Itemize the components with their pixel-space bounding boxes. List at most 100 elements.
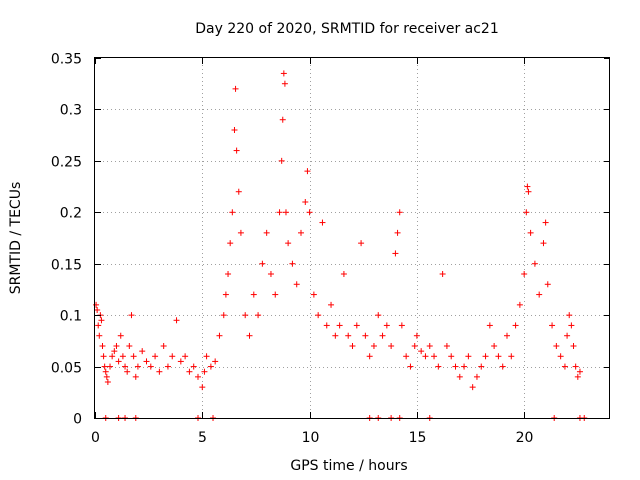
data-point [130, 353, 137, 360]
data-point [486, 322, 493, 329]
data-point [281, 80, 288, 87]
plot-frame [94, 57, 610, 419]
data-point [353, 322, 360, 329]
data-point [231, 127, 238, 133]
data-point [124, 368, 131, 375]
data-point [282, 209, 289, 216]
data-point [319, 219, 326, 226]
data-point [521, 271, 528, 277]
data-point [403, 353, 410, 360]
data-point [564, 332, 571, 339]
data-point [383, 322, 390, 329]
data-point [491, 343, 498, 349]
data-point [98, 317, 105, 324]
data-point [280, 70, 287, 77]
data-point [358, 240, 365, 247]
y-tick-label: 0.15 [51, 258, 82, 274]
data-point [109, 353, 116, 360]
data-point [349, 343, 356, 349]
data-point [227, 240, 234, 247]
data-point [104, 379, 111, 385]
y-axis-title: SRMTID / TECUs [8, 182, 24, 295]
data-point [103, 373, 110, 380]
grid-lines [95, 58, 610, 418]
data-point [469, 384, 476, 391]
data-point [392, 250, 399, 257]
axis-ticks: 0 0.05 0.1 0.15 0.2 0.25 0.3 0.35 0 5 10 15 20 [51, 52, 610, 446]
data-point [235, 188, 242, 195]
data-point [279, 116, 286, 123]
data-point [250, 291, 257, 298]
data-point [461, 363, 468, 370]
data-point [443, 343, 450, 349]
data-point [549, 322, 556, 329]
data-point [132, 373, 139, 380]
data-point [536, 291, 543, 298]
data-point [128, 312, 135, 319]
data-point [306, 209, 313, 216]
data-point [298, 229, 304, 236]
data-point [115, 358, 122, 365]
data-point [478, 363, 485, 370]
data-point [134, 363, 141, 370]
data-point [431, 353, 438, 360]
data-point [375, 312, 382, 319]
data-point [465, 353, 472, 360]
x-tick-label: 20 [516, 430, 534, 446]
data-point [516, 301, 523, 308]
data-point [212, 358, 219, 365]
y-tick-label: 0.25 [51, 155, 82, 171]
data-point [524, 183, 531, 190]
data-point [407, 363, 414, 370]
data-point [222, 291, 229, 298]
data-point [422, 353, 429, 360]
data-point [293, 281, 300, 288]
data-point [448, 353, 455, 360]
data-point [177, 358, 184, 365]
data-point [289, 260, 296, 267]
data-point [107, 363, 114, 370]
data-point [576, 368, 583, 375]
data-point [340, 271, 347, 277]
x-tick-label: 0 [91, 430, 100, 446]
data-point [147, 363, 154, 370]
data-point [259, 260, 266, 267]
data-point [255, 312, 262, 319]
y-tick-label: 0.3 [60, 103, 82, 119]
data-point [267, 271, 274, 277]
data-point [304, 168, 311, 175]
data-point [439, 271, 446, 277]
data-point [557, 353, 564, 360]
data-point [122, 363, 129, 370]
data-point [426, 343, 433, 349]
data-point [504, 332, 510, 339]
data-point [572, 363, 579, 370]
data-point [388, 343, 395, 349]
data-point [379, 332, 386, 339]
y-tick-label: 0.2 [60, 206, 82, 222]
data-point [190, 363, 197, 370]
data-point [94, 307, 101, 313]
data-point [278, 157, 285, 164]
data-point [315, 312, 322, 319]
data-point [100, 353, 107, 360]
data-point [102, 368, 109, 375]
data-point [512, 322, 519, 329]
data-point [435, 363, 442, 370]
data-point [246, 332, 253, 339]
data-point [452, 363, 459, 370]
data-point [95, 322, 102, 329]
data-point [225, 271, 232, 277]
data-point [242, 312, 249, 319]
data-point [362, 332, 369, 339]
data-point [169, 353, 176, 360]
data-point [568, 322, 575, 329]
data-point [173, 317, 180, 324]
x-tick-label: 5 [198, 430, 207, 446]
data-point [411, 343, 418, 349]
data-point [525, 188, 532, 195]
data-point [263, 229, 270, 236]
data-point [413, 332, 420, 339]
data-point [499, 363, 506, 370]
data-point [394, 229, 401, 236]
